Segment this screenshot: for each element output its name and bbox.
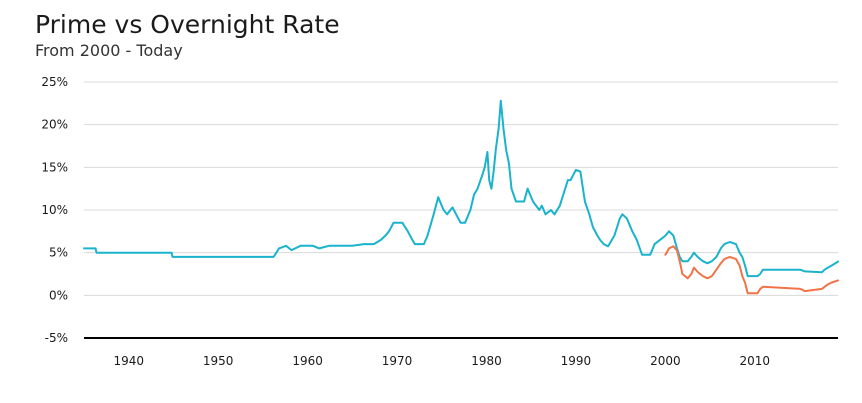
x-tick-label: 1960 [292,354,323,368]
series-line-prime [83,99,839,278]
x-tick-label: 1980 [471,354,502,368]
x-axis-ticks: 1940 1950 1960 1970 1980 1990 2000 2010 [113,354,770,368]
x-tick-label: 1990 [561,354,592,368]
y-tick-label: 0% [49,288,68,302]
y-tick-label: 5% [49,246,68,260]
x-tick-label: 1950 [203,354,234,368]
y-tick-label: -5% [45,331,68,345]
gridlines [84,81,838,339]
y-tick-label: 25% [41,75,68,89]
x-tick-label: 1940 [113,354,144,368]
series-lines [83,99,839,295]
series-line-overnight [664,245,839,295]
x-tick-label: 2010 [740,354,771,368]
x-tick-label: 2000 [650,354,681,368]
x-tick-label: 1970 [382,354,413,368]
y-tick-label: 20% [41,118,68,132]
chart-title: Prime vs Overnight Rate [35,10,340,39]
chart-subtitle: From 2000 - Today [35,41,183,60]
y-tick-label: 10% [41,203,68,217]
y-axis-ticks: -5% 0% 5% 10% 15% 20% 25% [41,75,68,345]
y-tick-label: 15% [41,160,68,174]
